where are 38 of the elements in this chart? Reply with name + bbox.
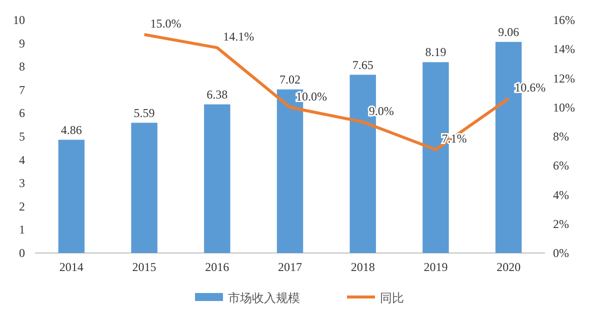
y2tick: 2% (553, 216, 569, 231)
y2tick: 16% (553, 13, 575, 27)
y2tick: 10% (553, 100, 575, 114)
data-label: 5.59 (134, 106, 155, 120)
ytick: 2 (19, 199, 25, 214)
data-label: 9.06 (498, 24, 520, 39)
ytick: 10 (13, 13, 25, 27)
y2tick: 14% (553, 42, 575, 56)
ytick: 1 (19, 222, 25, 237)
xtick: 2020 (496, 260, 521, 274)
xtick: 2017 (278, 260, 302, 274)
ytick: 4 (19, 152, 25, 167)
y2tick: 4% (553, 188, 569, 202)
legend-label: 市场收入规模 (228, 291, 300, 305)
legend-label: 同比 (380, 291, 404, 305)
data-label: 6.38 (206, 87, 228, 102)
xtick: 2018 (350, 260, 375, 274)
ytick: 6 (19, 106, 25, 120)
data-label: 15.0% (150, 16, 182, 31)
y2tick: 8% (553, 130, 569, 144)
xtick: 2014 (59, 260, 84, 274)
y2tick: 0% (553, 246, 569, 260)
data-label: 14.1% (223, 30, 254, 44)
data-label: 4.86 (60, 122, 82, 137)
data-label: 8.19 (425, 45, 446, 60)
xtick: 2016 (205, 260, 230, 274)
ytick: 9 (19, 36, 25, 50)
xtick: 2019 (424, 260, 448, 274)
data-label: 7.65 (352, 58, 374, 72)
y2tick: 6% (553, 158, 569, 173)
data-label: 7.02 (280, 72, 300, 86)
ytick: 8 (19, 60, 25, 74)
ytick: 7 (19, 82, 25, 97)
ytick: 0 (19, 246, 25, 260)
ytick: 3 (19, 176, 25, 190)
ytick: 5 (19, 130, 25, 144)
xtick: 2015 (132, 260, 156, 274)
y2tick: 12% (553, 71, 575, 86)
